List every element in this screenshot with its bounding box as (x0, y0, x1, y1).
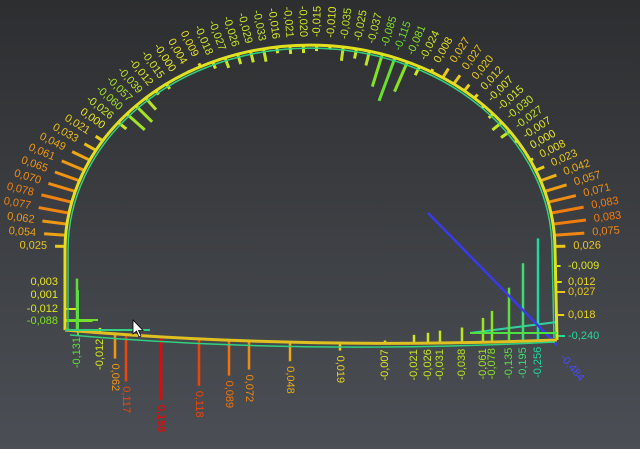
arch-deformation-tick (223, 57, 231, 69)
invert-outline (64, 328, 558, 345)
arch-deformation-tick (500, 130, 511, 139)
tunnel-outline (63, 43, 559, 348)
arch-deformation-tick (339, 46, 345, 61)
invert-value-label: 0,072 (243, 375, 255, 403)
arch-deformation-tick (550, 205, 584, 215)
invert-value-label: -0,195 (517, 347, 529, 378)
arch-deformation-tick (452, 74, 462, 85)
arch-value-label: 0,025 (19, 240, 47, 252)
arch-value-label: 0,026 (573, 240, 601, 252)
invert-value-label: 0,019 (334, 356, 346, 384)
arch-deformation-tick (38, 206, 70, 215)
arch-deformation-tick (83, 142, 97, 152)
arch-deformation-tick (441, 67, 450, 79)
invert-deformed (69, 334, 556, 348)
arch-deformation-tick (249, 50, 255, 63)
left-wall-value-label: -0,012 (27, 303, 58, 315)
arch-deformation-tick (552, 218, 587, 226)
arch-value-label: 0,077 (3, 195, 32, 212)
deformed-outline (67, 47, 555, 339)
arch-value-label: -0,016 (266, 7, 282, 40)
invert-value-label: -0,256 (532, 347, 544, 378)
wall-deformation-tick (469, 321, 558, 334)
lining-outline (63, 43, 559, 341)
invert-value-label: -0,131 (71, 337, 83, 368)
arch-value-label: -0,010 (325, 6, 340, 38)
arch-deformation-tick (353, 48, 358, 59)
invert-value-label: -0,021 (408, 349, 420, 380)
arch-deformation-tick (41, 193, 73, 204)
arch-deformation-tick (262, 48, 268, 62)
arch-value-label: -0,015 (311, 6, 324, 38)
left-wall-value-label: 0,001 (30, 289, 58, 301)
invert-value-label: -0,031 (434, 349, 446, 380)
arch-deformation-tick (554, 231, 585, 237)
arch-deformation-tick (42, 219, 68, 226)
arch-value-label: -0,025 (352, 9, 370, 42)
arch-value-label: -0,033 (250, 9, 268, 42)
arch-deformation-tick (393, 61, 409, 93)
tick-layer (38, 45, 587, 400)
arch-deformation-tick (54, 170, 80, 183)
arch-deformation-tick (491, 121, 503, 132)
right-wall-value-label: -0,009 (568, 260, 599, 272)
right-wall-value-label: 0,018 (568, 309, 596, 321)
invert-value-label: -0,012 (94, 339, 106, 370)
mouse-cursor-icon (132, 319, 144, 338)
arch-deformation-tick (43, 232, 66, 237)
arch-deformation-tick (61, 159, 85, 172)
arch-deformation-tick (540, 173, 557, 183)
left-wall-value-label: -0,088 (27, 315, 58, 327)
arch-value-label: 0,075 (592, 224, 620, 238)
label-layer: 0,0250,0540,0620,0770,0780,0700,0650,061… (3, 6, 622, 433)
arch-deformation-tick (370, 53, 384, 88)
arch-deformation-tick (71, 150, 91, 162)
invert-value-label: -0,135 (503, 348, 515, 379)
arch-value-label: 0,054 (8, 225, 36, 239)
arch-deformation-tick (47, 181, 76, 193)
arch-value-label: 0,083 (593, 209, 622, 224)
arch-deformation-tick (236, 53, 243, 65)
right-wall-value-label: 0,012 (568, 276, 596, 288)
arch-value-label: 0,062 (6, 210, 35, 225)
invert-value-label: 0,048 (284, 366, 296, 394)
arch-deformation-tick (544, 183, 568, 193)
left-wall-value-label: 0,003 (30, 276, 58, 288)
arch-deformation-tick (413, 65, 421, 76)
arch-deformation-tick (117, 121, 128, 131)
invert-value-label: -0,007 (379, 349, 391, 380)
right-wall-value-label: -0,240 (568, 330, 599, 342)
arch-value-label: -0,035 (338, 7, 354, 40)
arch-value-label: 0,083 (590, 195, 619, 212)
diagonal-value-label: -0,484 (557, 352, 586, 384)
right-wall-value-label: 0,027 (568, 286, 596, 298)
arch-deformation-tick (547, 194, 577, 204)
invert-value-label: -0,026 (422, 349, 434, 380)
arch-value-label: -0,021 (281, 6, 296, 38)
invert-value-label: 0,089 (223, 381, 235, 409)
invert-value-label: 0,158 (155, 405, 167, 433)
invert-value-label: -0,061 (477, 348, 489, 379)
invert-value-label: 0,062 (109, 364, 121, 392)
arch-deformation-tick (125, 112, 146, 131)
arch-deformation-tick (377, 57, 397, 102)
invert-value-label: 0,118 (193, 391, 205, 418)
arch-deformation-tick (535, 165, 545, 172)
invert-value-label: -0,038 (456, 349, 468, 380)
diagonal-convergence-line (427, 212, 558, 346)
invert-value-label: 0,117 (120, 386, 132, 413)
arch-value-label: -0,020 (296, 6, 309, 38)
invert-value-label: -0,078 (486, 348, 498, 379)
